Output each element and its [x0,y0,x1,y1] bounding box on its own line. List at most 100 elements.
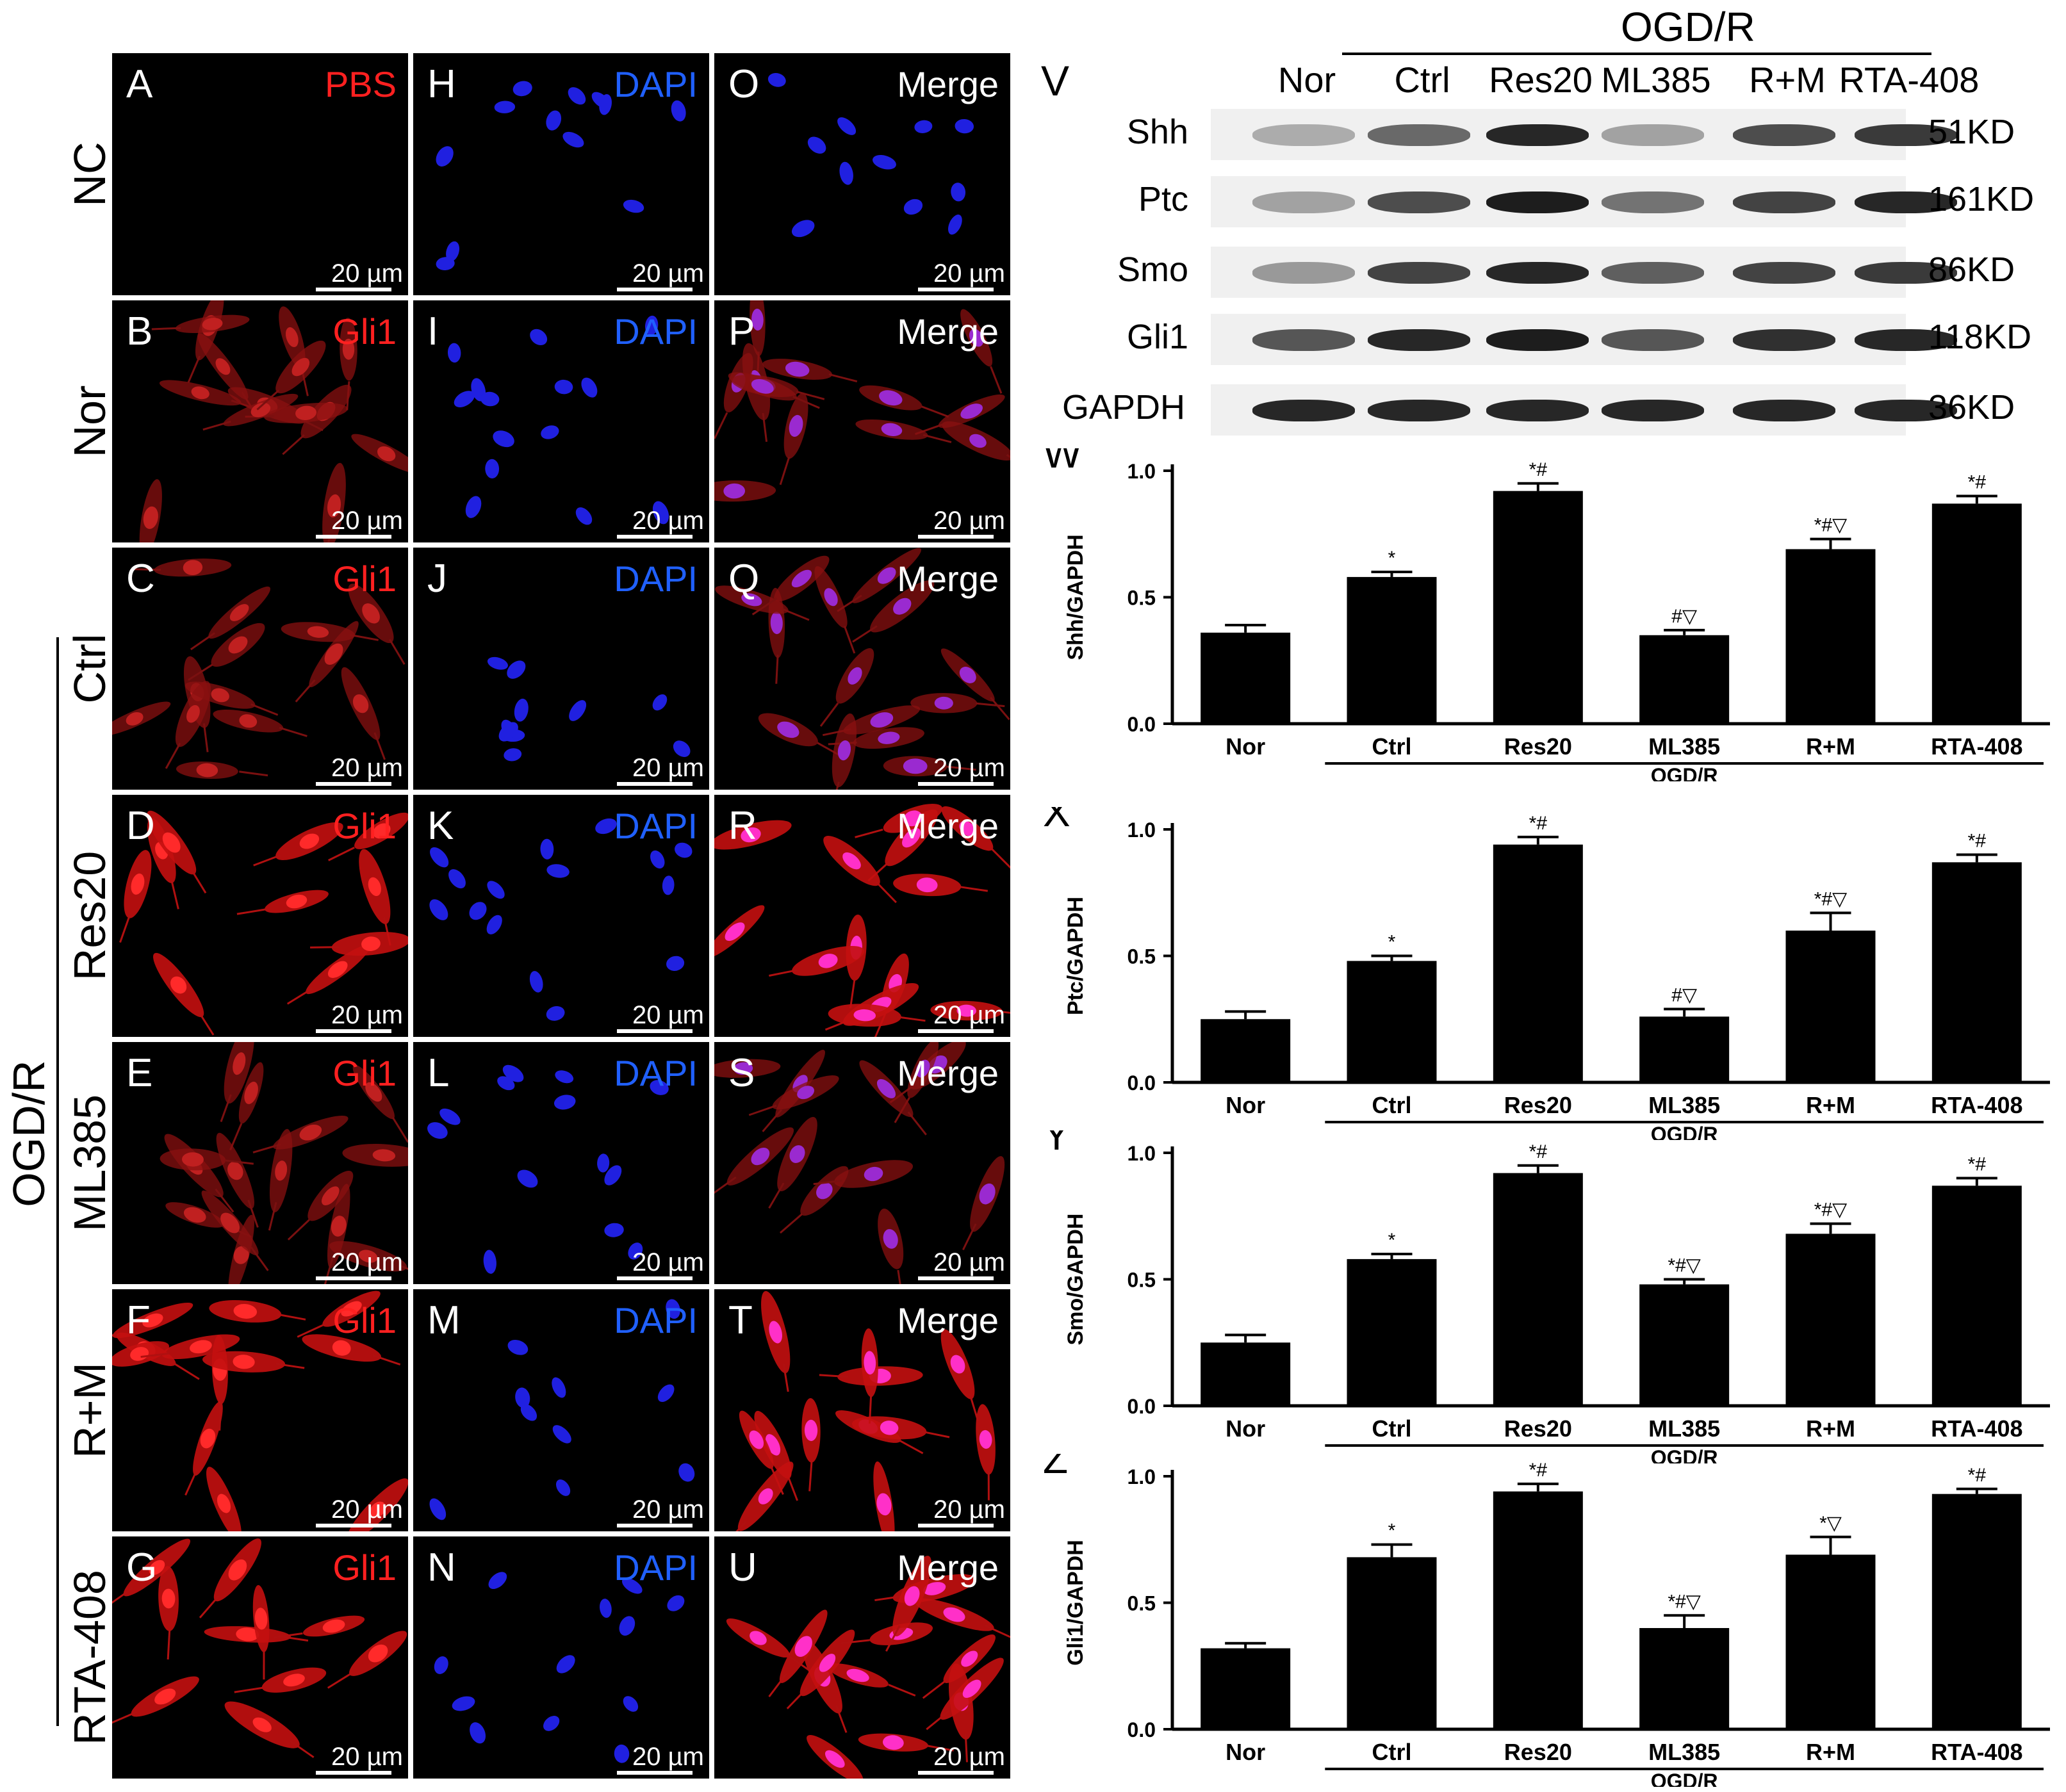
scale-label: 20 µm [933,259,1005,288]
scale-bar [918,535,994,539]
bar [1493,844,1583,1082]
micrograph [714,300,1010,502]
bar [1201,1648,1291,1729]
blot-band [1368,124,1470,146]
blot-band [1602,400,1704,421]
scale-label: 20 µm [632,1495,704,1524]
significance-mark: *# [1968,1154,1987,1175]
micrograph [429,818,693,1021]
row-label: Ctrl [65,633,115,704]
bar-chart-z: Z 0.0 0.5 1.0 Gli1/GAPDH Nor * Ctrl *# Res20 *#▽ ML… [1043,1454,2050,1787]
significance-mark: #▽ [1671,606,1697,627]
scale-label: 20 µm [331,1743,403,1771]
blot-band [1252,262,1355,284]
blot-band [1486,400,1589,421]
blot-band [1602,191,1704,213]
scale-label: 20 µm [933,1001,1005,1029]
channel-label: Gli1 [332,1300,397,1340]
if-panel-b: B Gli1 20 µm [112,300,408,542]
significance-mark: *#▽ [1814,1200,1847,1221]
y-tick-label: 1.0 [1127,1142,1156,1165]
micrograph [447,315,669,525]
bar [1931,1185,2022,1406]
y-axis-label: Gli1/GAPDH [1063,1540,1088,1665]
channel-label: PBS [324,64,397,104]
bar [1785,1234,1876,1406]
scale-bar [316,782,391,786]
lane-label: Ctrl [1394,60,1450,100]
scale-label: 20 µm [933,1495,1005,1524]
scale-label: 20 µm [632,754,704,782]
significance-mark: *# [1968,831,1987,852]
if-panel-d: D Gli1 20 µm [112,795,408,1037]
scale-bar [918,1029,994,1033]
row-label: R+M [65,1362,115,1458]
significance-mark: *#▽ [1668,1255,1700,1276]
scale-bar [617,1276,693,1280]
blot-band [1602,329,1704,351]
panel-letter: T [728,1298,753,1342]
western-group-line [1342,53,1931,55]
scale-label: 20 µm [331,507,403,535]
y-tick-label: 1.0 [1127,819,1156,842]
panel-letter: C [126,557,155,601]
lane-label: RTA-408 [1839,60,1980,100]
panel-letter: F [126,1298,151,1342]
if-panel-h: H DAPI 20 µm [413,53,709,295]
y-tick-label: 0.0 [1127,713,1156,736]
group-label: OGD/R [4,1060,54,1207]
significance-mark: *# [1529,459,1548,480]
y-axis-label: Ptc/GAPDH [1063,897,1088,1015]
blot-band [1733,191,1835,213]
micrograph [427,1064,669,1274]
scale-label: 20 µm [933,754,1005,782]
micrograph [767,73,974,238]
blot-band [1486,191,1589,213]
blot-band [1855,262,1957,284]
x-tick-label: Nor [1226,1415,1265,1442]
significance-mark: *# [1968,472,1987,493]
x-tick-label: RTA-408 [1931,1415,2022,1442]
blot-band [1252,124,1355,146]
significance-mark: * [1388,1520,1396,1542]
scale-bar [617,782,693,786]
channel-label: DAPI [614,806,698,846]
x-tick-label: RTA-408 [1931,733,2022,760]
scale-label: 20 µm [632,1001,704,1029]
row-label: Res20 [65,851,115,981]
x-tick-label: Nor [1226,1739,1265,1765]
bar [1347,576,1437,724]
blot-band [1855,124,1957,146]
bar [1347,1258,1437,1406]
bar-chart-y: Y 0.0 0.5 1.0 Smo/GAPDH Nor * Ctrl *# Res20 *#▽ ML3… [1043,1130,2050,1463]
molecular-weight: 86KD [1928,250,2015,289]
protein-label: GAPDH [1062,388,1185,427]
bar [1493,1173,1583,1406]
channel-label: DAPI [614,64,698,104]
micrograph [160,1042,408,1284]
blot-band [1252,191,1355,213]
scale-label: 20 µm [331,1495,403,1524]
micrograph [715,548,1010,790]
blot-band [1602,262,1704,284]
bar [1785,931,1876,1082]
bar [1201,1342,1291,1406]
x-tick-label: Ctrl [1372,1092,1412,1118]
scale-bar [316,1276,391,1280]
scale-bar [918,1524,994,1527]
x-tick-label: Res20 [1504,1415,1572,1442]
scale-label: 20 µm [933,1743,1005,1771]
scale-bar [617,535,693,539]
blot-band [1855,329,1957,351]
channel-label: Merge [897,1547,999,1588]
row-label: Nor [65,385,115,458]
molecular-weight: 118KD [1928,318,2032,356]
panel-letter: V [1041,57,1070,104]
panel-letter: H [427,62,456,106]
channel-label: DAPI [614,558,698,599]
significance-mark: *# [1529,1141,1548,1162]
y-tick-label: 0.0 [1127,1718,1156,1741]
y-tick-label: 0.5 [1127,1592,1156,1615]
y-tick-label: 0.5 [1127,945,1156,968]
if-panel-m: M DAPI 20 µm [413,1289,709,1531]
